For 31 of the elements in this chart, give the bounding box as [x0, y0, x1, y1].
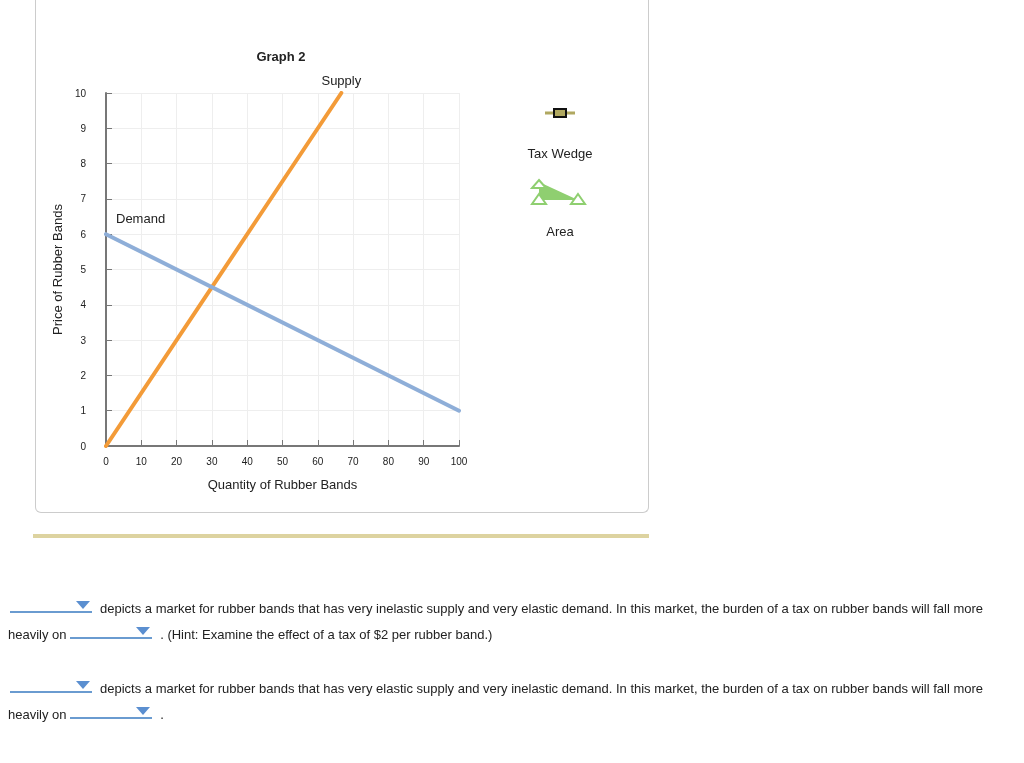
y-tick-label: 4: [80, 299, 87, 311]
chart-title: Graph 2: [256, 49, 306, 64]
x-tick-label: 70: [347, 455, 360, 467]
text: .: [160, 707, 164, 722]
y-tick-label: 3: [80, 334, 87, 346]
y-tick-label: 5: [80, 264, 87, 275]
y-tick-label: 0: [80, 440, 87, 452]
text: . (Hint: Examine the effect of a tax of $2 per rubber band.): [160, 627, 493, 642]
x-tick-label: 0: [103, 455, 110, 467]
y-tick-label: 6: [80, 228, 87, 240]
x-tick-label: 30: [206, 455, 218, 467]
y-tick-label: 9: [80, 122, 87, 134]
series-label: Supply: [321, 73, 362, 88]
y-tick-label: 7: [80, 193, 87, 205]
x-axis-title: Quantity of Rubber Bands: [207, 477, 358, 492]
series-label: Demand: [116, 211, 166, 227]
y-tick-label: 2: [80, 369, 87, 381]
y-axis-title: Price of Rubber Bands: [49, 203, 65, 335]
x-tick-label: 60: [312, 455, 324, 467]
y-tick-label: 10: [74, 87, 87, 99]
text: Tax Wedge: [526, 146, 594, 161]
x-tick-label: 40: [241, 455, 254, 467]
text: Area: [545, 224, 575, 239]
x-tick-label: 90: [418, 455, 430, 467]
x-tick-label: 20: [171, 455, 183, 467]
x-tick-label: 10: [135, 455, 148, 467]
x-tick-label: 80: [382, 455, 395, 467]
y-tick-label: 1: [80, 405, 87, 417]
x-tick-label: 100: [450, 455, 468, 467]
x-tick-label: 50: [276, 455, 289, 467]
y-tick-label: 8: [80, 158, 87, 170]
